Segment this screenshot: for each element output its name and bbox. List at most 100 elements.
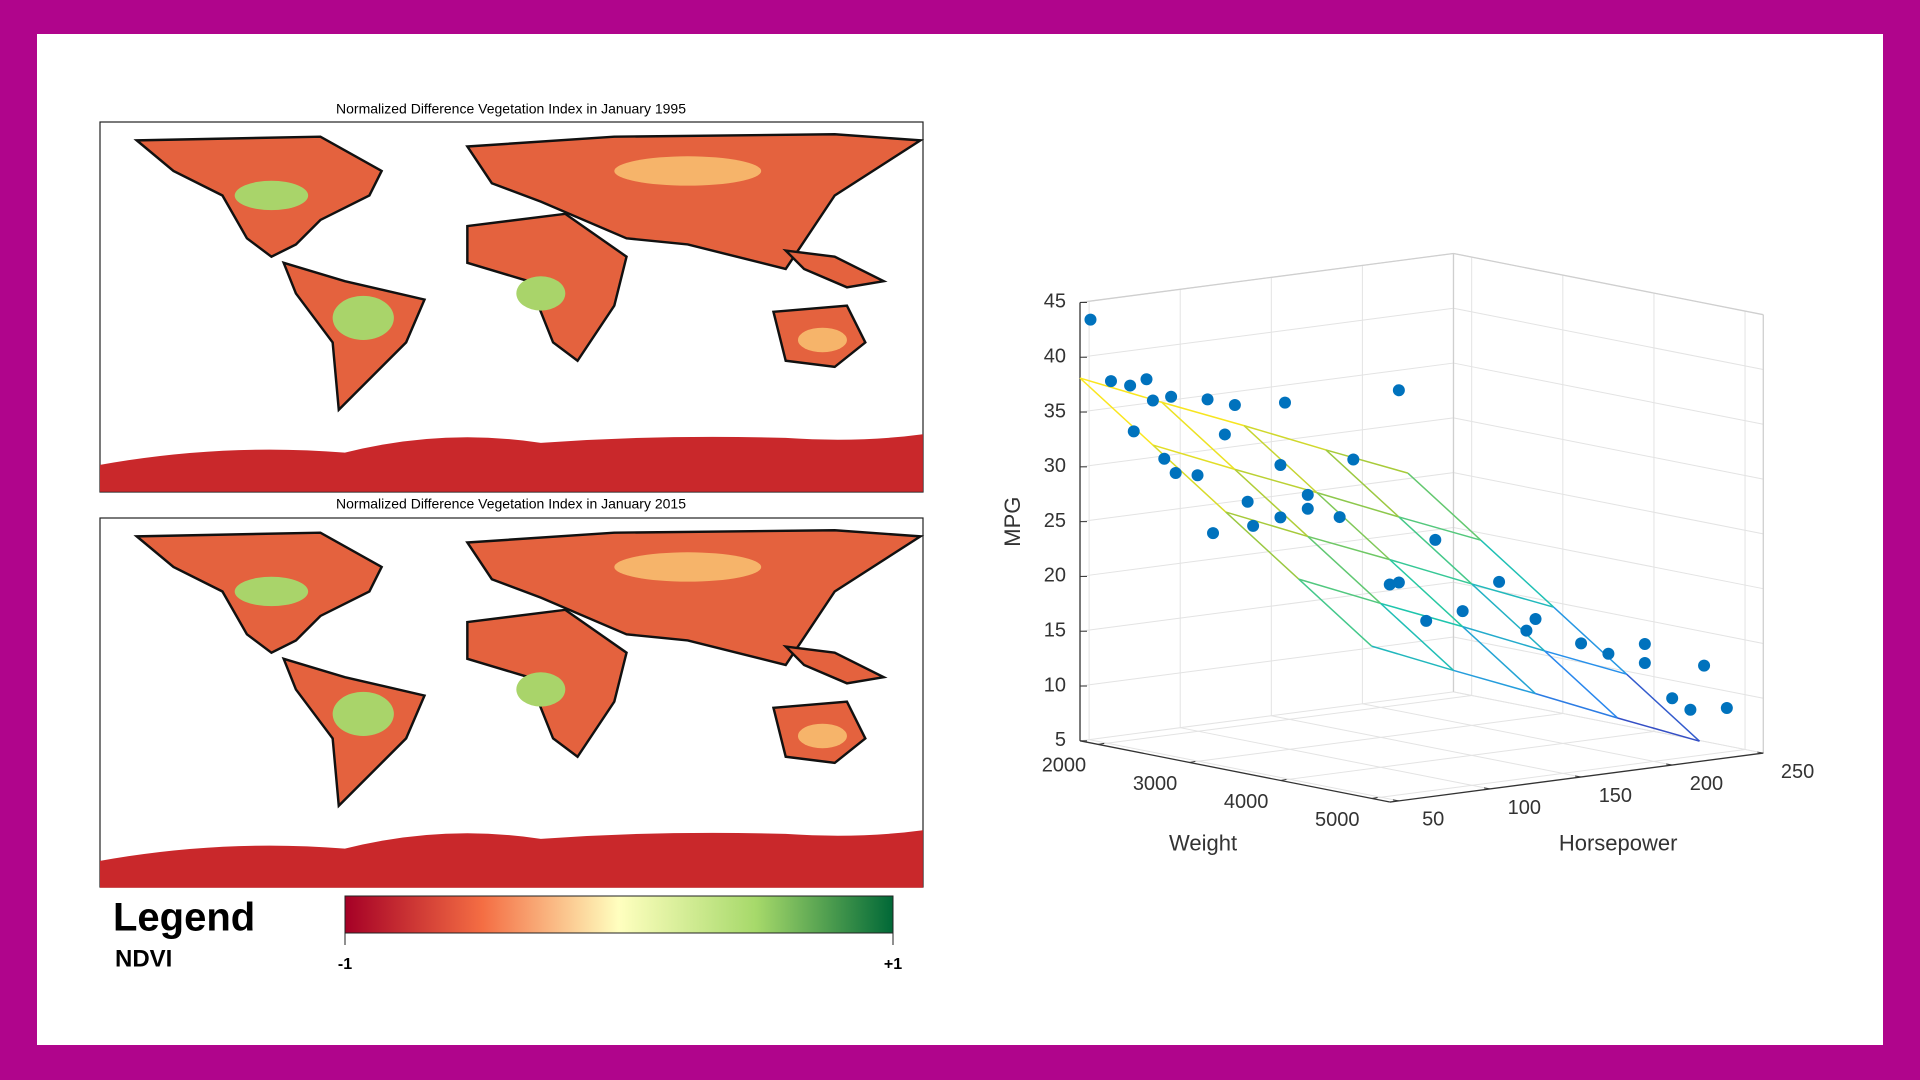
y-tick-label: 200 bbox=[1690, 773, 1723, 795]
grid-line bbox=[1280, 730, 1655, 781]
surface-mesh bbox=[1225, 511, 1308, 538]
grid-line bbox=[1371, 748, 1746, 799]
grid-line bbox=[1189, 712, 1563, 763]
surface-mesh bbox=[1407, 472, 1482, 541]
grid-line bbox=[1453, 362, 1764, 425]
y-axis-label: Horsepower bbox=[1559, 831, 1678, 856]
data-point bbox=[1301, 502, 1314, 515]
data-point bbox=[1392, 576, 1405, 589]
axis-line bbox=[1453, 252, 1764, 316]
surface-mesh bbox=[1079, 377, 1154, 446]
data-point bbox=[1429, 533, 1442, 546]
y-tick bbox=[1757, 751, 1764, 754]
grid-line bbox=[1453, 636, 1764, 699]
grid-line bbox=[1453, 526, 1764, 590]
x-tick bbox=[1098, 742, 1105, 745]
y-tick bbox=[1666, 763, 1673, 766]
z-tick-label: 30 bbox=[1044, 455, 1066, 477]
data-point bbox=[1698, 659, 1711, 672]
data-point bbox=[1575, 637, 1588, 650]
surface-mesh bbox=[1535, 692, 1618, 719]
colorbar-label: +1 bbox=[884, 956, 902, 973]
grid-line bbox=[1079, 526, 1454, 577]
data-point bbox=[1127, 425, 1140, 438]
surface-mesh bbox=[1325, 449, 1409, 474]
data-point bbox=[1158, 452, 1171, 465]
data-point bbox=[1456, 605, 1469, 618]
grid-line bbox=[1453, 472, 1764, 535]
grid-line bbox=[1453, 691, 1764, 754]
surface-mesh bbox=[1234, 468, 1318, 494]
surface-mesh bbox=[1544, 650, 1619, 719]
data-point bbox=[1420, 614, 1433, 627]
data-point bbox=[1493, 575, 1506, 588]
grid-line bbox=[1079, 472, 1454, 523]
data-point bbox=[1241, 495, 1254, 508]
data-point bbox=[1274, 459, 1287, 472]
data-point bbox=[1392, 384, 1405, 397]
surface-mesh bbox=[1161, 401, 1236, 470]
axis-line bbox=[1389, 752, 1764, 803]
data-point bbox=[1124, 379, 1137, 392]
x-tick bbox=[1189, 760, 1196, 763]
surface-mesh bbox=[1453, 669, 1536, 695]
data-point bbox=[1165, 390, 1178, 403]
z-tick-label: 45 bbox=[1044, 291, 1066, 313]
data-point bbox=[1383, 578, 1396, 591]
colorbar bbox=[344, 895, 894, 934]
z-tick-label: 25 bbox=[1044, 510, 1066, 532]
grid-line bbox=[1089, 739, 1400, 802]
surface-mesh bbox=[1544, 650, 1627, 675]
surface-mesh bbox=[1225, 511, 1300, 580]
grid-line bbox=[1271, 715, 1582, 778]
surface-mesh bbox=[1152, 444, 1236, 471]
data-point bbox=[1207, 527, 1220, 540]
z-tick-label: 10 bbox=[1044, 674, 1066, 696]
grid-line bbox=[1079, 581, 1454, 632]
colorbar-label: -1 bbox=[338, 956, 352, 973]
data-point bbox=[1638, 638, 1651, 651]
grid-line bbox=[1180, 727, 1491, 790]
x-tick-label: 3000 bbox=[1133, 773, 1178, 795]
data-point bbox=[1333, 511, 1346, 524]
data-point bbox=[1278, 396, 1291, 409]
surface-mesh bbox=[1462, 626, 1537, 695]
grid-line bbox=[1453, 307, 1764, 370]
data-point bbox=[1201, 393, 1214, 406]
z-tick-label: 20 bbox=[1044, 565, 1066, 587]
surface-mesh bbox=[1471, 583, 1546, 652]
surface-mesh bbox=[1480, 539, 1555, 608]
x-tick-label: 4000 bbox=[1224, 791, 1269, 813]
surface-mesh bbox=[1307, 535, 1390, 561]
z-tick-label: 40 bbox=[1044, 346, 1066, 368]
map-title: Normalized Difference Vegetation Index i… bbox=[336, 496, 686, 512]
surface-mesh bbox=[1389, 559, 1464, 628]
y-tick-label: 100 bbox=[1508, 797, 1541, 819]
x-axis-label: Weight bbox=[1169, 831, 1237, 856]
y-tick-label: 250 bbox=[1781, 761, 1814, 783]
grid-line bbox=[1079, 691, 1454, 742]
data-point bbox=[1218, 428, 1231, 441]
surface-mesh bbox=[1471, 583, 1554, 608]
data-point bbox=[1666, 692, 1679, 705]
grid-line bbox=[1079, 636, 1454, 687]
grid-line bbox=[1453, 581, 1764, 644]
y-tick-label: 150 bbox=[1599, 785, 1632, 807]
grid-line bbox=[1362, 703, 1673, 766]
z-tick-label: 5 bbox=[1055, 729, 1066, 751]
z-axis-label: MPG bbox=[1000, 497, 1025, 547]
map-title: Normalized Difference Vegetation Index i… bbox=[336, 101, 686, 117]
grid-line bbox=[1079, 417, 1454, 468]
data-point bbox=[1520, 624, 1533, 637]
x-tick bbox=[1280, 778, 1287, 781]
legend-title: Legend bbox=[113, 896, 255, 940]
data-point bbox=[1274, 511, 1287, 524]
x-tick bbox=[1371, 796, 1378, 799]
z-tick-label: 15 bbox=[1044, 620, 1066, 642]
grid-line bbox=[1098, 694, 1472, 745]
surface-mesh bbox=[1462, 625, 1545, 652]
data-point bbox=[1301, 488, 1314, 501]
surface-mesh bbox=[1316, 492, 1391, 561]
surface-mesh bbox=[1298, 578, 1373, 647]
axis-line bbox=[1079, 252, 1454, 304]
